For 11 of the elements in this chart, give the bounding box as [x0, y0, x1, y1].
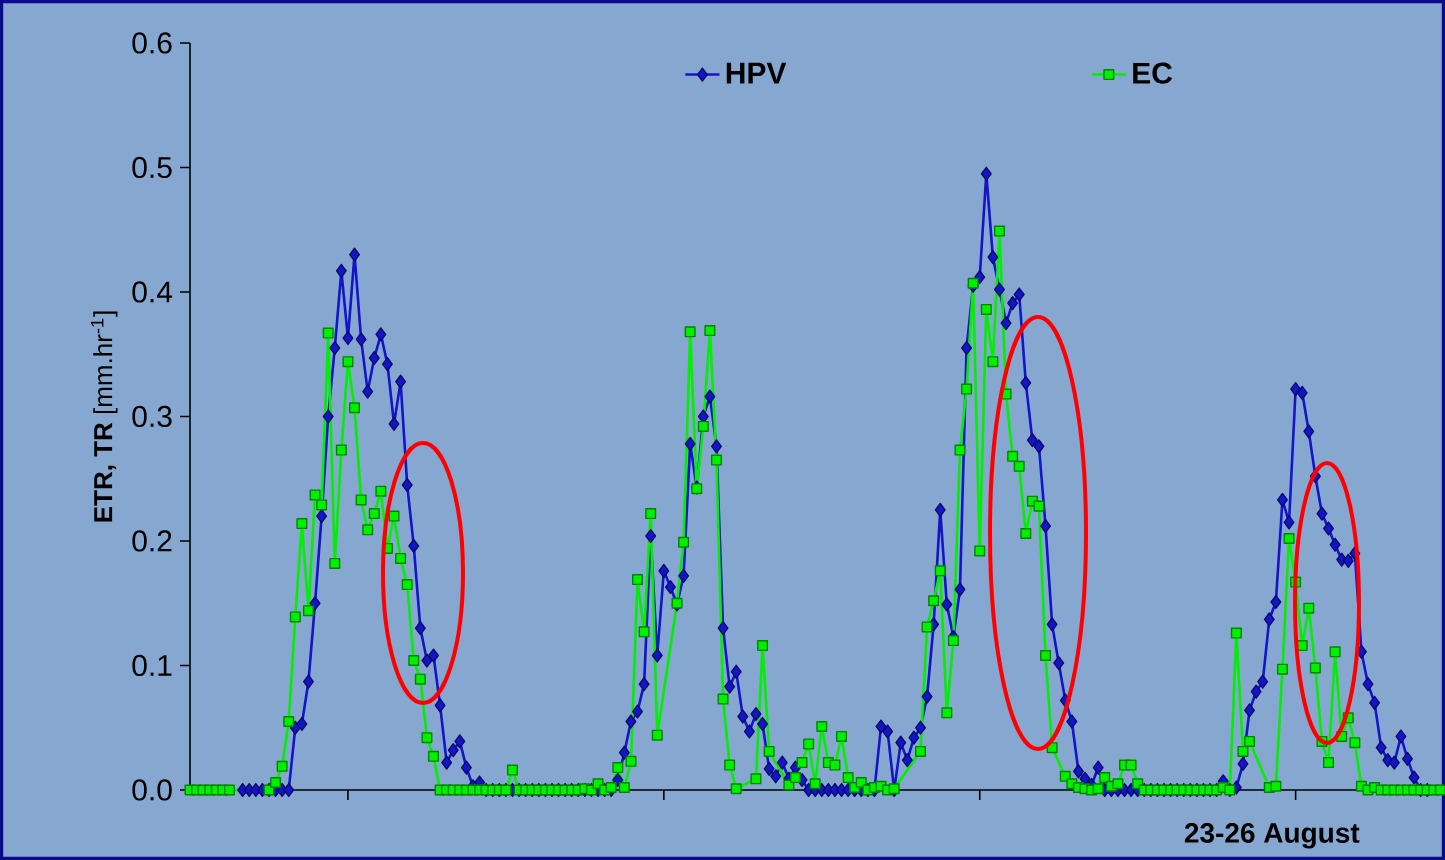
- y-tick-label: 0.3: [132, 405, 172, 428]
- y-tick-label: 0.4: [132, 281, 173, 303]
- y-tick-label: 0.2: [132, 530, 172, 552]
- y-axis-title: ETR, TR [mm.hr$^{-1}$]: [90, 311, 118, 522]
- y-tick-label: 0.5: [132, 156, 172, 179]
- legend-label: EC: [1133, 62, 1173, 84]
- y-tick-label: 0.0: [132, 779, 172, 801]
- y-tick-label: 0.1: [132, 654, 172, 677]
- y-tick-label: 0.6: [132, 32, 172, 54]
- legend-label: HPV: [726, 62, 787, 84]
- x-axis-title: 23-26 August: [1184, 823, 1360, 849]
